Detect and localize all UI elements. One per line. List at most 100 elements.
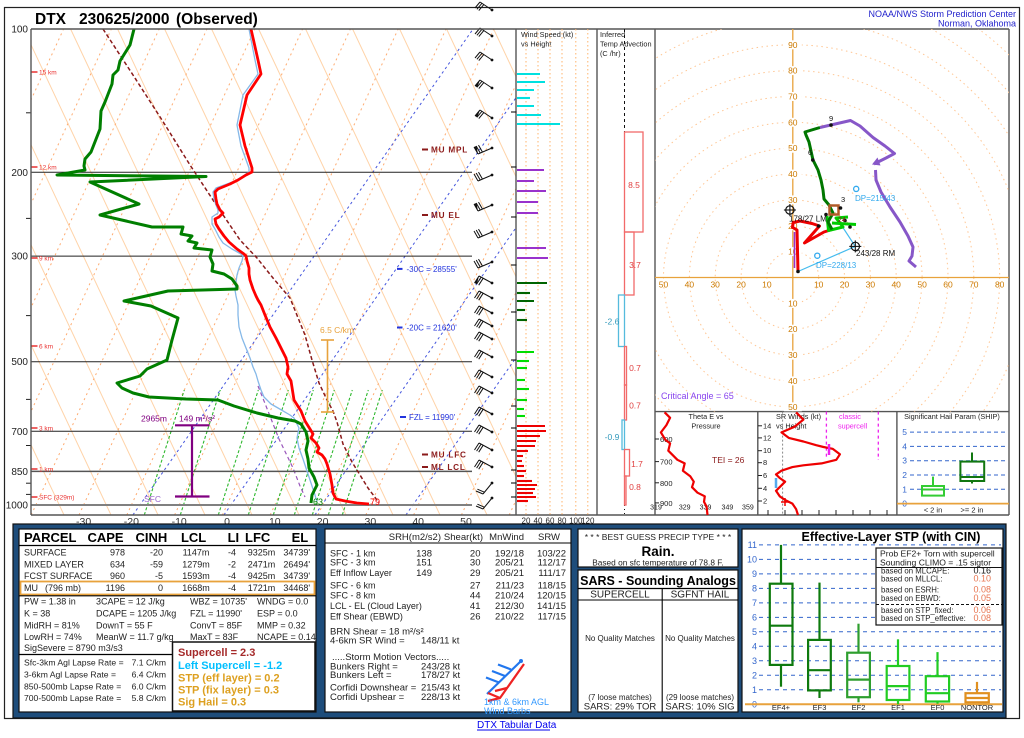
svg-text:359: 359 (742, 505, 754, 512)
svg-text:30: 30 (788, 195, 798, 205)
svg-text:178/27 LM: 178/27 LM (789, 215, 827, 224)
svg-text:SUPERCELL: SUPERCELL (590, 590, 650, 601)
svg-text:MU MPL: MU MPL (431, 145, 468, 154)
svg-text:12: 12 (763, 433, 771, 442)
svg-text:3: 3 (752, 656, 757, 666)
svg-text:LI: LI (228, 530, 240, 545)
svg-text:230625/2000: 230625/2000 (79, 11, 170, 28)
svg-text:3: 3 (902, 456, 907, 466)
svg-text:6: 6 (808, 148, 812, 157)
svg-text:6.4 C/km: 6.4 C/km (132, 670, 166, 680)
svg-text:149: 149 (416, 568, 432, 579)
svg-text:2: 2 (902, 470, 907, 480)
svg-text:Pressure: Pressure (691, 422, 720, 431)
svg-text:-5: -5 (155, 571, 163, 581)
svg-text:WNDG = 0.0: WNDG = 0.0 (257, 597, 308, 607)
svg-text:Norman, Oklahoma: Norman, Oklahoma (938, 19, 1016, 29)
svg-text:90: 90 (788, 40, 798, 50)
svg-text:3 km: 3 km (39, 426, 53, 433)
svg-text:SARS: 29% TOR: SARS: 29% TOR (584, 702, 657, 713)
svg-text:Eff Inflow Layer: Eff Inflow Layer (330, 568, 392, 578)
svg-text:SigSevere = 8790 m3/s3: SigSevere = 8790 m3/s3 (24, 643, 123, 653)
svg-text:Effective-Layer STP (with CIN): Effective-Layer STP (with CIN) (802, 530, 981, 544)
svg-text:960: 960 (110, 571, 125, 581)
svg-text:228/13 kt: 228/13 kt (421, 692, 460, 703)
svg-text:-20C = 21620': -20C = 21620' (407, 324, 458, 333)
svg-text:500: 500 (11, 357, 28, 368)
svg-text:NCAPE = 0.14: NCAPE = 0.14 (257, 632, 316, 642)
svg-text:900: 900 (660, 499, 673, 508)
svg-text:1279m: 1279m (182, 560, 210, 570)
svg-text:SFC: SFC (144, 494, 161, 504)
svg-text:PW = 1.38 in: PW = 1.38 in (24, 597, 76, 607)
svg-text:50: 50 (788, 143, 798, 153)
svg-text:FZL = 11990': FZL = 11990' (190, 609, 242, 619)
svg-text:0.8: 0.8 (629, 482, 641, 492)
svg-text:26: 26 (470, 612, 481, 623)
svg-text:6: 6 (752, 612, 757, 622)
svg-text:117/15: 117/15 (538, 612, 566, 623)
svg-text:EF0: EF0 (931, 703, 945, 712)
svg-text:(Observed): (Observed) (176, 11, 258, 28)
svg-text:634: 634 (110, 560, 125, 570)
svg-text:4: 4 (902, 441, 907, 451)
svg-text:TEI = 26: TEI = 26 (712, 455, 745, 465)
svg-text:10: 10 (788, 298, 798, 308)
svg-text:850-500mb Lapse Rate =: 850-500mb Lapse Rate = (24, 682, 121, 692)
svg-text:700: 700 (11, 427, 28, 438)
svg-text:2965m: 2965m (141, 414, 167, 424)
svg-text:vs Height: vs Height (521, 40, 551, 49)
svg-text:based on MLLCL:: based on MLLCL: (881, 575, 943, 584)
svg-text:9425m: 9425m (248, 571, 276, 581)
svg-text:8: 8 (763, 458, 767, 467)
svg-text:2: 2 (763, 497, 767, 506)
svg-text:50: 50 (917, 280, 927, 290)
svg-text:1 km: 1 km (39, 467, 53, 474)
svg-text:70: 70 (788, 92, 798, 102)
svg-text:80: 80 (995, 280, 1005, 290)
svg-text:700-500mb Lapse Rate =: 700-500mb Lapse Rate = (24, 693, 121, 703)
svg-text:24: 24 (838, 217, 846, 224)
svg-text:-59: -59 (150, 560, 163, 570)
svg-text:STP (eff layer) = 0.2: STP (eff layer) = 0.2 (178, 673, 280, 685)
svg-text:2: 2 (752, 670, 757, 680)
svg-text:200: 200 (11, 168, 28, 179)
svg-text:10: 10 (814, 280, 824, 290)
svg-text:-4: -4 (228, 548, 236, 558)
svg-text:6.5 C/km: 6.5 C/km (320, 325, 354, 335)
svg-text:34739': 34739' (283, 571, 310, 581)
svg-text:supercell: supercell (838, 422, 868, 431)
svg-text:10: 10 (763, 446, 771, 455)
svg-text:-2.6: -2.6 (605, 317, 620, 327)
svg-text:12 km: 12 km (39, 165, 57, 172)
svg-text:178/27 kt: 178/27 kt (421, 670, 460, 681)
svg-text:349: 349 (722, 505, 734, 512)
svg-text:Supercell = 2.3: Supercell = 2.3 (178, 647, 255, 659)
svg-text:ESP = 0.0: ESP = 0.0 (257, 609, 298, 619)
svg-text:210/22: 210/22 (495, 612, 524, 623)
svg-text:CINH: CINH (136, 530, 168, 545)
svg-text:6 km: 6 km (39, 344, 53, 351)
svg-text:Theta E vs: Theta E vs (689, 412, 724, 421)
svg-text:7: 7 (752, 598, 757, 608)
svg-text:978: 978 (110, 548, 125, 558)
svg-text:1: 1 (902, 484, 907, 494)
svg-text:151: 151 (416, 558, 432, 569)
svg-text:3CAPE = 12 J/kg: 3CAPE = 12 J/kg (96, 597, 165, 607)
svg-text:3.7: 3.7 (629, 260, 641, 270)
svg-text:-4: -4 (228, 583, 236, 593)
svg-text:1000: 1000 (6, 501, 29, 512)
svg-text:< 2 in: < 2 in (924, 506, 943, 515)
svg-text:SFC - 6 km: SFC - 6 km (330, 581, 376, 591)
svg-text:K = 38: K = 38 (24, 609, 50, 619)
svg-text:20: 20 (788, 324, 798, 334)
svg-text:1: 1 (752, 685, 757, 695)
svg-text:-0.9: -0.9 (605, 432, 620, 442)
svg-text:-4: -4 (228, 571, 236, 581)
svg-text:LCL - EL (Cloud Layer): LCL - EL (Cloud Layer) (330, 601, 422, 611)
svg-text:Temp Advection: Temp Advection (600, 40, 652, 49)
svg-text:SARS: 10% SIG: SARS: 10% SIG (665, 702, 734, 713)
svg-text:-2: -2 (228, 560, 236, 570)
svg-text:MU: MU (24, 583, 38, 593)
svg-text:8: 8 (752, 583, 757, 593)
